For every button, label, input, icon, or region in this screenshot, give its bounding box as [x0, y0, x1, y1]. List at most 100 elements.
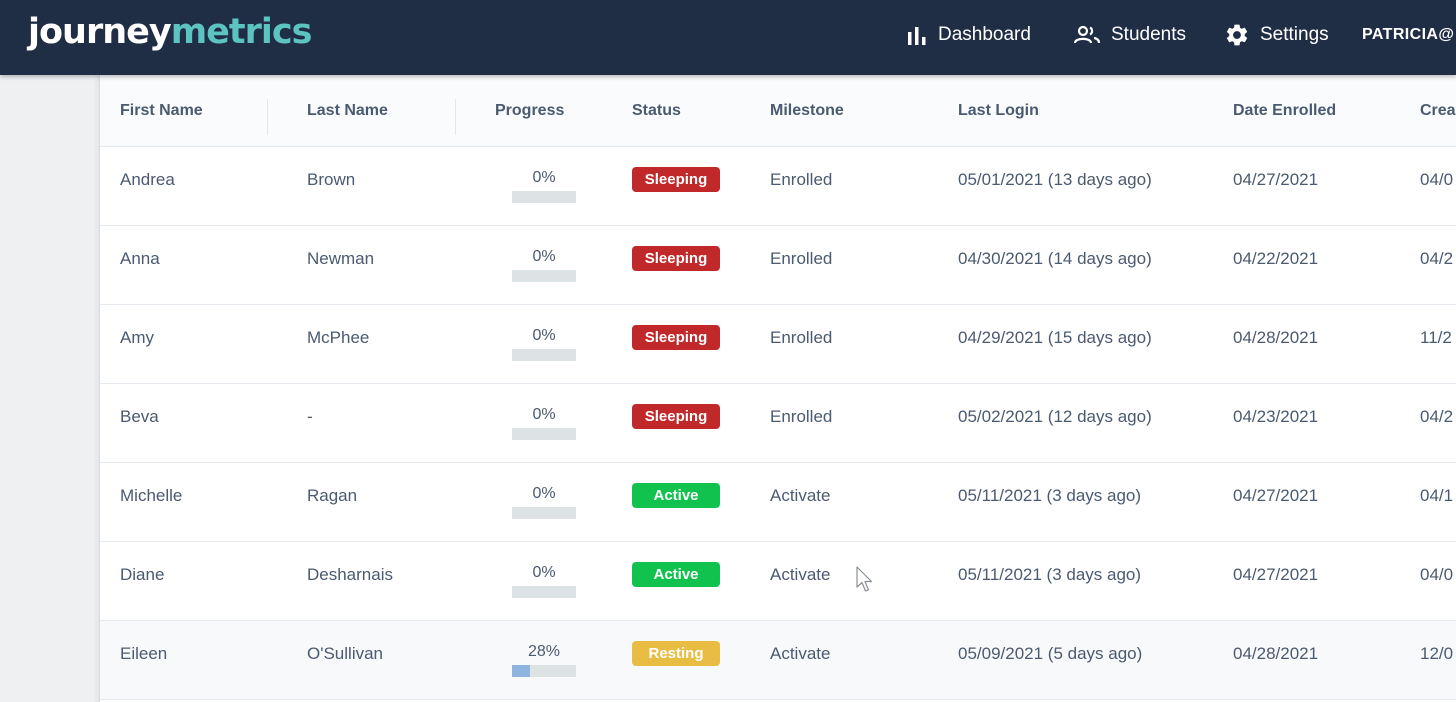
progress-percent: 28%: [527, 643, 561, 660]
nav-students-label: Students: [1111, 24, 1186, 45]
status-badge: Active: [632, 483, 720, 508]
nav-students[interactable]: Students: [1073, 0, 1186, 70]
cell-date-enrolled: 04/22/2021: [1233, 249, 1319, 268]
progress-bar: [512, 349, 576, 361]
cell-created: 12/0: [1420, 644, 1454, 663]
cell-created: 04/0: [1420, 170, 1454, 189]
cell-date-enrolled: 04/27/2021: [1233, 486, 1319, 505]
table-row[interactable]: Andrea Brown 0% Sleeping Enrolled 05/01/2021 …: [100, 147, 1456, 226]
cell-last-login: 05/11/2021 (3 days ago): [958, 486, 1142, 505]
cell-first-name: Michelle: [120, 486, 183, 505]
cell-first-name: Amy: [120, 328, 154, 347]
status-badge: Sleeping: [632, 404, 720, 429]
column-header-created[interactable]: Crea: [1420, 102, 1456, 119]
progress-bar: [512, 428, 576, 440]
progress-indicator: 0%: [512, 485, 576, 519]
column-header-status[interactable]: Status: [632, 102, 681, 119]
table-header: First Name Last Name Progress Status Mil…: [100, 75, 1456, 147]
status-badge: Sleeping: [632, 325, 720, 350]
progress-indicator: 0%: [512, 406, 576, 440]
cell-date-enrolled: 04/23/2021: [1233, 407, 1319, 426]
user-menu-label: PATRICIA@: [1362, 26, 1455, 43]
cell-last-name: Brown: [307, 170, 356, 189]
progress-bar: [512, 586, 576, 598]
cell-last-name: -: [307, 407, 313, 426]
brand-logo[interactable]: journeymetrics: [28, 12, 313, 52]
column-resize-handle[interactable]: [267, 99, 268, 135]
cell-first-name: Diane: [120, 565, 165, 584]
cell-date-enrolled: 04/28/2021: [1233, 328, 1319, 347]
cell-date-enrolled: 04/28/2021: [1233, 644, 1319, 663]
progress-bar-fill: [512, 665, 530, 677]
cell-last-login: 05/11/2021 (3 days ago): [958, 565, 1142, 584]
cell-last-name: Newman: [307, 249, 375, 268]
cell-last-login: 04/29/2021 (15 days ago): [958, 328, 1152, 347]
column-header-date-enrolled[interactable]: Date Enrolled: [1233, 102, 1337, 119]
column-header-last-login[interactable]: Last Login: [958, 102, 1039, 119]
cell-milestone: Enrolled: [770, 170, 833, 189]
cell-created: 04/1: [1420, 486, 1454, 505]
nav-dashboard[interactable]: Dashboard: [906, 0, 1031, 70]
cell-last-name: McPhee: [307, 328, 370, 347]
table-row[interactable]: Eileen O'Sullivan 28% Resting Activate 05/09/…: [100, 621, 1456, 700]
cell-milestone: Activate: [770, 486, 831, 505]
mouse-pointer-icon: [856, 566, 873, 592]
cell-milestone: Activate: [770, 565, 831, 584]
column-header-last-name[interactable]: Last Name: [307, 102, 388, 119]
cell-milestone: Enrolled: [770, 249, 833, 268]
progress-percent: 0%: [532, 169, 556, 186]
nav-settings[interactable]: Settings: [1224, 0, 1329, 70]
cell-date-enrolled: 04/27/2021: [1233, 170, 1319, 189]
cell-milestone: Enrolled: [770, 328, 833, 347]
cell-date-enrolled: 04/27/2021: [1233, 565, 1319, 584]
table-row[interactable]: Beva - 0% Sleeping Enrolled 05/02/2021 (12 da…: [100, 384, 1456, 463]
progress-percent: 0%: [532, 327, 556, 344]
column-header-progress[interactable]: Progress: [495, 102, 565, 119]
cell-milestone: Activate: [770, 644, 831, 663]
cell-milestone: Enrolled: [770, 407, 833, 426]
brand-logo-part1: journey: [28, 12, 172, 52]
table-row[interactable]: Diane Desharnais 0% Active Activate 05/11/202…: [100, 542, 1456, 621]
column-resize-handle[interactable]: [455, 99, 456, 135]
progress-bar: [512, 665, 576, 677]
progress-percent: 0%: [532, 564, 556, 581]
table-row[interactable]: Amy McPhee 0% Sleeping Enrolled 04/29/2021 (1…: [100, 305, 1456, 384]
bar-chart-icon: [908, 27, 926, 45]
column-header-first-name[interactable]: First Name: [120, 102, 203, 119]
cell-first-name: Andrea: [120, 170, 175, 189]
progress-percent: 0%: [532, 406, 556, 423]
progress-indicator: 0%: [512, 564, 576, 598]
progress-indicator: 0%: [512, 327, 576, 361]
user-menu[interactable]: PATRICIA@: [1362, 0, 1454, 70]
cell-last-login: 04/30/2021 (14 days ago): [958, 249, 1152, 268]
cell-first-name: Eileen: [120, 644, 168, 663]
cell-last-name: Desharnais: [307, 565, 393, 584]
people-icon: [1073, 25, 1101, 44]
top-navigation-bar: journeymetrics Dashboard Students Settin…: [0, 0, 1456, 75]
nav-settings-label: Settings: [1260, 24, 1329, 45]
progress-percent: 0%: [532, 248, 556, 265]
status-badge: Active: [632, 562, 720, 587]
status-badge: Sleeping: [632, 167, 720, 192]
table-row[interactable]: Michelle Ragan 0% Active Activate 05/11/2021 …: [100, 463, 1456, 542]
cell-last-login: 05/02/2021 (12 days ago): [958, 407, 1152, 426]
cell-created: 11/2: [1420, 328, 1452, 347]
gear-icon: [1226, 24, 1248, 46]
students-table: First Name Last Name Progress Status Mil…: [99, 75, 1456, 702]
progress-bar: [512, 270, 576, 282]
brand-logo-part2: metrics: [170, 12, 313, 52]
column-header-milestone[interactable]: Milestone: [770, 102, 844, 119]
progress-indicator: 0%: [512, 169, 576, 203]
table-row[interactable]: Anna Newman 0% Sleeping Enrolled 04/30/2021 (…: [100, 226, 1456, 305]
status-badge: Sleeping: [632, 246, 720, 271]
cell-last-name: O'Sullivan: [307, 644, 384, 663]
progress-bar: [512, 191, 576, 203]
cell-created: 04/0: [1420, 565, 1454, 584]
progress-indicator: 28%: [512, 643, 576, 677]
cell-last-login: 05/01/2021 (13 days ago): [958, 170, 1152, 189]
cell-created: 04/2: [1420, 249, 1454, 268]
cell-created: 04/2: [1420, 407, 1454, 426]
nav-dashboard-label: Dashboard: [938, 24, 1031, 45]
cell-first-name: Anna: [120, 249, 160, 268]
table-body: Andrea Brown 0% Sleeping Enrolled 05/01/2021 …: [100, 147, 1456, 700]
